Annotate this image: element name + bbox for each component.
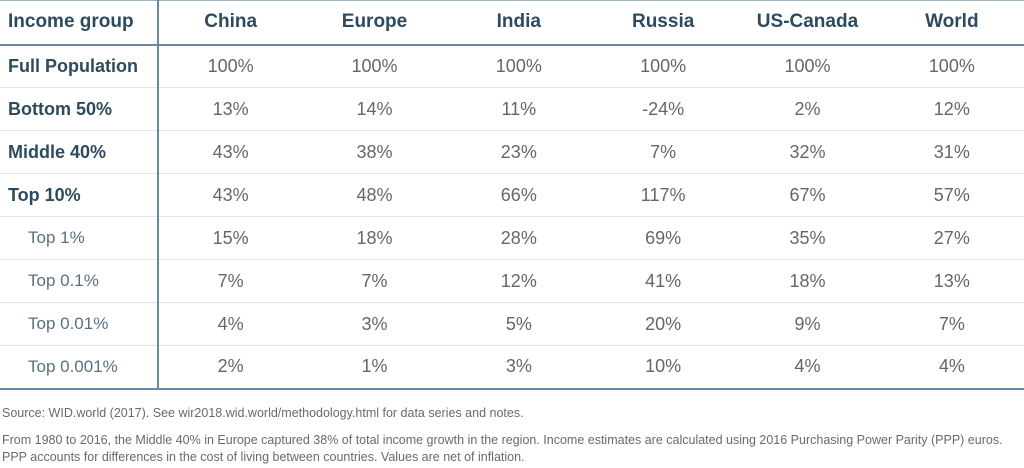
- cell: 15%: [212, 227, 249, 248]
- cell: 7%: [361, 270, 388, 291]
- cell: 18%: [789, 270, 826, 291]
- table-row: Top 0.1% 7% 7% 12% 41% 18% 13%: [0, 259, 1024, 303]
- table-row: Top 0.01% 4% 3% 5% 20% 9% 7%: [0, 302, 1024, 346]
- row-label: Full Population: [0, 44, 159, 88]
- column-header: India: [446, 0, 591, 46]
- cell: 3%: [361, 313, 388, 334]
- cell: 9%: [794, 313, 821, 334]
- income-growth-table: Income group China Europe India Russia US-Can…: [0, 0, 1024, 389]
- row-label: Top 0.01%: [0, 302, 159, 346]
- table-row: Full Population 100% 100% 100% 100% 100% 100%: [0, 44, 1024, 88]
- cell: 7%: [650, 141, 677, 162]
- cell: 27%: [933, 227, 970, 248]
- cell: 4%: [794, 356, 821, 377]
- cell: 35%: [789, 227, 826, 248]
- cell: 28%: [500, 227, 537, 248]
- column-header: World: [879, 0, 1024, 46]
- table-row: Bottom 50% 13% 14% 11% -24% 2% 12%: [0, 87, 1024, 131]
- cell: 31%: [933, 141, 970, 162]
- column-header: China: [158, 0, 303, 46]
- cell: 100%: [351, 55, 398, 76]
- cell: 12%: [500, 270, 537, 291]
- cell: 69%: [645, 227, 682, 248]
- cell: 13%: [933, 270, 970, 291]
- row-label: Bottom 50%: [0, 87, 159, 131]
- cell: 2%: [794, 98, 821, 119]
- table-row: Top 10% 43% 48% 66% 117% 67% 57%: [0, 173, 1024, 217]
- cell: 10%: [645, 356, 682, 377]
- cell: 20%: [645, 313, 682, 334]
- source-note: Source: WID.world (2017). See wir2018.wi…: [2, 406, 524, 420]
- cell: 100%: [207, 55, 254, 76]
- row-label: Top 0.001%: [0, 345, 159, 389]
- cell: 43%: [212, 141, 249, 162]
- table-row: Top 1% 15% 18% 28% 69% 35% 27%: [0, 216, 1024, 260]
- cell: 2%: [217, 356, 244, 377]
- cell: 100%: [928, 55, 975, 76]
- cell: 7%: [938, 313, 965, 334]
- cell: 41%: [645, 270, 682, 291]
- cell: 11%: [501, 98, 537, 119]
- cell: 100%: [784, 55, 831, 76]
- column-header: Russia: [590, 0, 736, 46]
- cell: 117%: [640, 184, 686, 205]
- cell: 4%: [938, 356, 965, 377]
- row-label: Middle 40%: [0, 130, 159, 174]
- cell: 5%: [505, 313, 532, 334]
- cell: 43%: [212, 184, 249, 205]
- table-row: Top 0.001% 2% 1% 3% 10% 4% 4%: [0, 345, 1024, 389]
- row-label: Top 10%: [0, 173, 159, 217]
- cell: 7%: [217, 270, 244, 291]
- cell: -24%: [642, 98, 685, 119]
- cell: 67%: [789, 184, 826, 205]
- cell: 48%: [356, 184, 393, 205]
- cell: 57%: [933, 184, 970, 205]
- column-header: Income group: [0, 0, 159, 46]
- cell: 38%: [356, 141, 393, 162]
- row-label: Top 0.1%: [0, 259, 159, 303]
- cell: 18%: [356, 227, 393, 248]
- cell: 3%: [505, 356, 532, 377]
- footnote: From 1980 to 2016, the Middle 40% in Eur…: [2, 433, 1003, 464]
- cell: 32%: [789, 141, 826, 162]
- cell: 13%: [212, 98, 249, 119]
- cell: 100%: [495, 55, 542, 76]
- cell: 23%: [500, 141, 537, 162]
- cell: 12%: [933, 98, 970, 119]
- column-header: Europe: [302, 0, 447, 46]
- column-header: US-Canada: [735, 0, 880, 46]
- cell: 14%: [356, 98, 393, 119]
- header-row: Income group China Europe India Russia US-Can…: [0, 0, 1024, 46]
- row-label: Top 1%: [0, 216, 159, 260]
- cell: 4%: [217, 313, 244, 334]
- table-row: Middle 40% 43% 38% 23% 7% 32% 31%: [0, 130, 1024, 174]
- cell: 100%: [640, 55, 687, 76]
- cell: 1%: [361, 356, 388, 377]
- cell: 66%: [500, 184, 537, 205]
